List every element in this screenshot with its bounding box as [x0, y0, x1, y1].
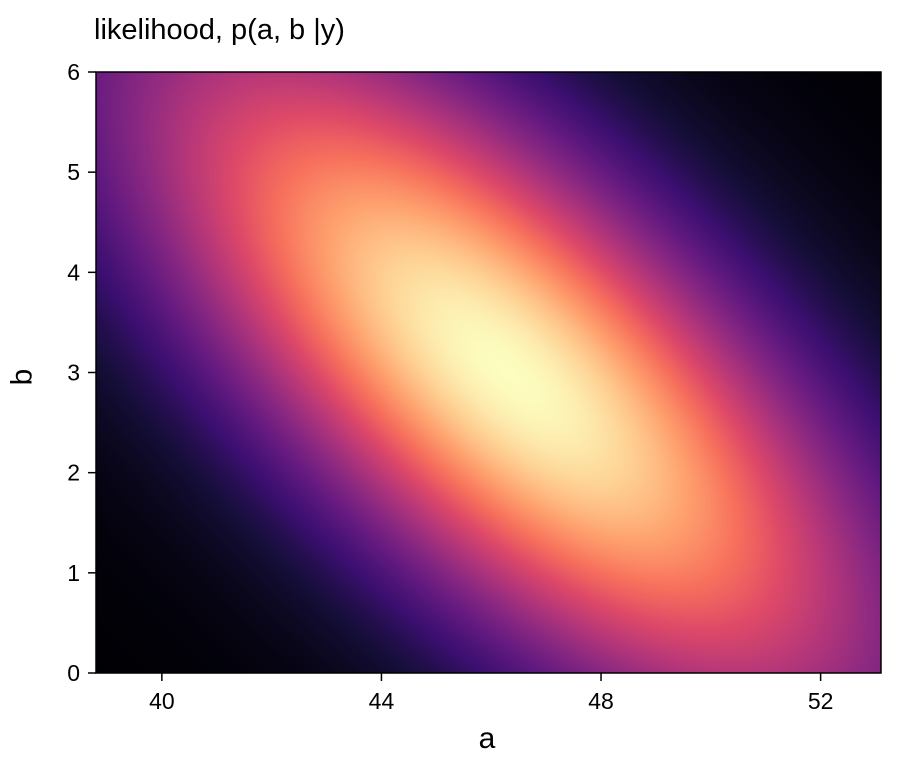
y-axis-label: b: [5, 368, 39, 386]
x-tick-label: 52: [808, 688, 834, 714]
y-tick-label: 1: [67, 560, 80, 586]
chart-title: likelihood, p(a, b |y): [94, 14, 345, 46]
x-tick-label: 48: [588, 688, 614, 714]
y-tick-label: 4: [67, 259, 80, 285]
x-tick-label: 44: [369, 688, 395, 714]
y-tick-label: 2: [67, 460, 80, 486]
y-tick-label: 3: [67, 360, 80, 386]
y-tick-label: 0: [67, 660, 80, 686]
x-tick-label: 40: [149, 688, 175, 714]
heatmap-image: [96, 72, 881, 673]
y-tick-label: 6: [67, 59, 80, 85]
y-tick-label: 5: [67, 159, 80, 185]
plot-frame: [95, 71, 882, 674]
x-axis-label: a: [478, 722, 496, 755]
